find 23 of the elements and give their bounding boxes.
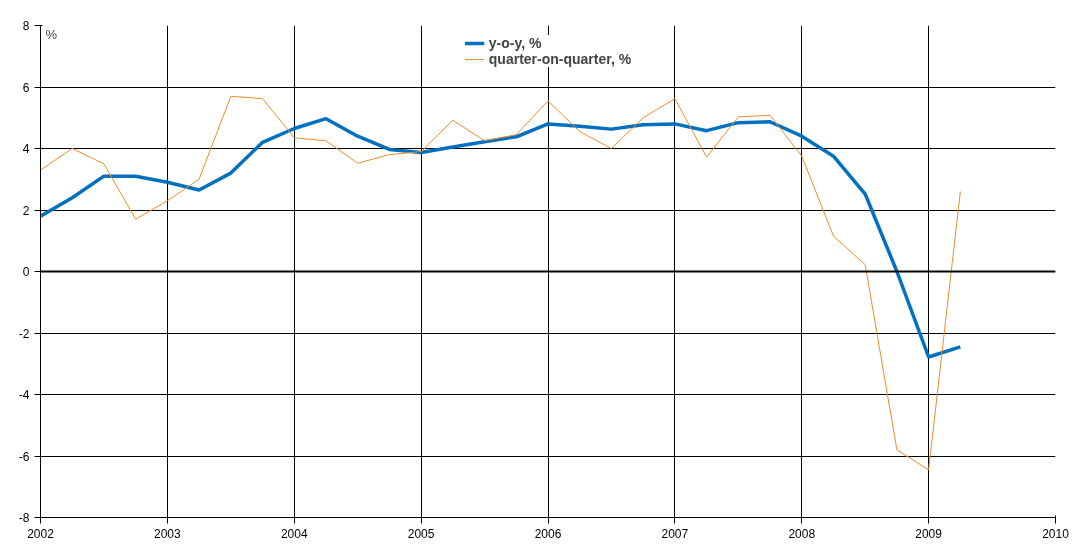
- y-tick-label: -4: [18, 388, 30, 402]
- x-tick-label: 2009: [915, 526, 943, 541]
- y-tick-label: 2: [22, 203, 30, 218]
- x-tick-label: 2004: [280, 526, 308, 541]
- y-tick-label: 0: [22, 265, 30, 279]
- y-tick-label: 8: [22, 19, 30, 33]
- y-tick-label: -2: [18, 326, 30, 341]
- x-tick-label: 2007: [661, 526, 689, 541]
- line-series: [40, 95, 961, 471]
- y-tick-label: 4: [22, 142, 30, 156]
- x-tick-label: 2002: [27, 526, 55, 541]
- line-series: [40, 116, 963, 359]
- legend-label: y-o-y, %: [488, 35, 542, 51]
- y-axis-title: %: [45, 26, 58, 42]
- y-tick-label: -6: [18, 449, 30, 464]
- x-tick-label: 2010: [1042, 526, 1070, 541]
- x-tick-label: 2003: [154, 526, 182, 541]
- legend-label: quarter-on-quarter, %: [488, 51, 632, 67]
- x-tick-label: 2008: [788, 526, 816, 541]
- y-tick-label: -8: [18, 511, 30, 525]
- y-tick-label: 6: [22, 80, 30, 95]
- x-tick-label: 2006: [534, 526, 562, 541]
- x-tick-label: 2005: [407, 526, 435, 541]
